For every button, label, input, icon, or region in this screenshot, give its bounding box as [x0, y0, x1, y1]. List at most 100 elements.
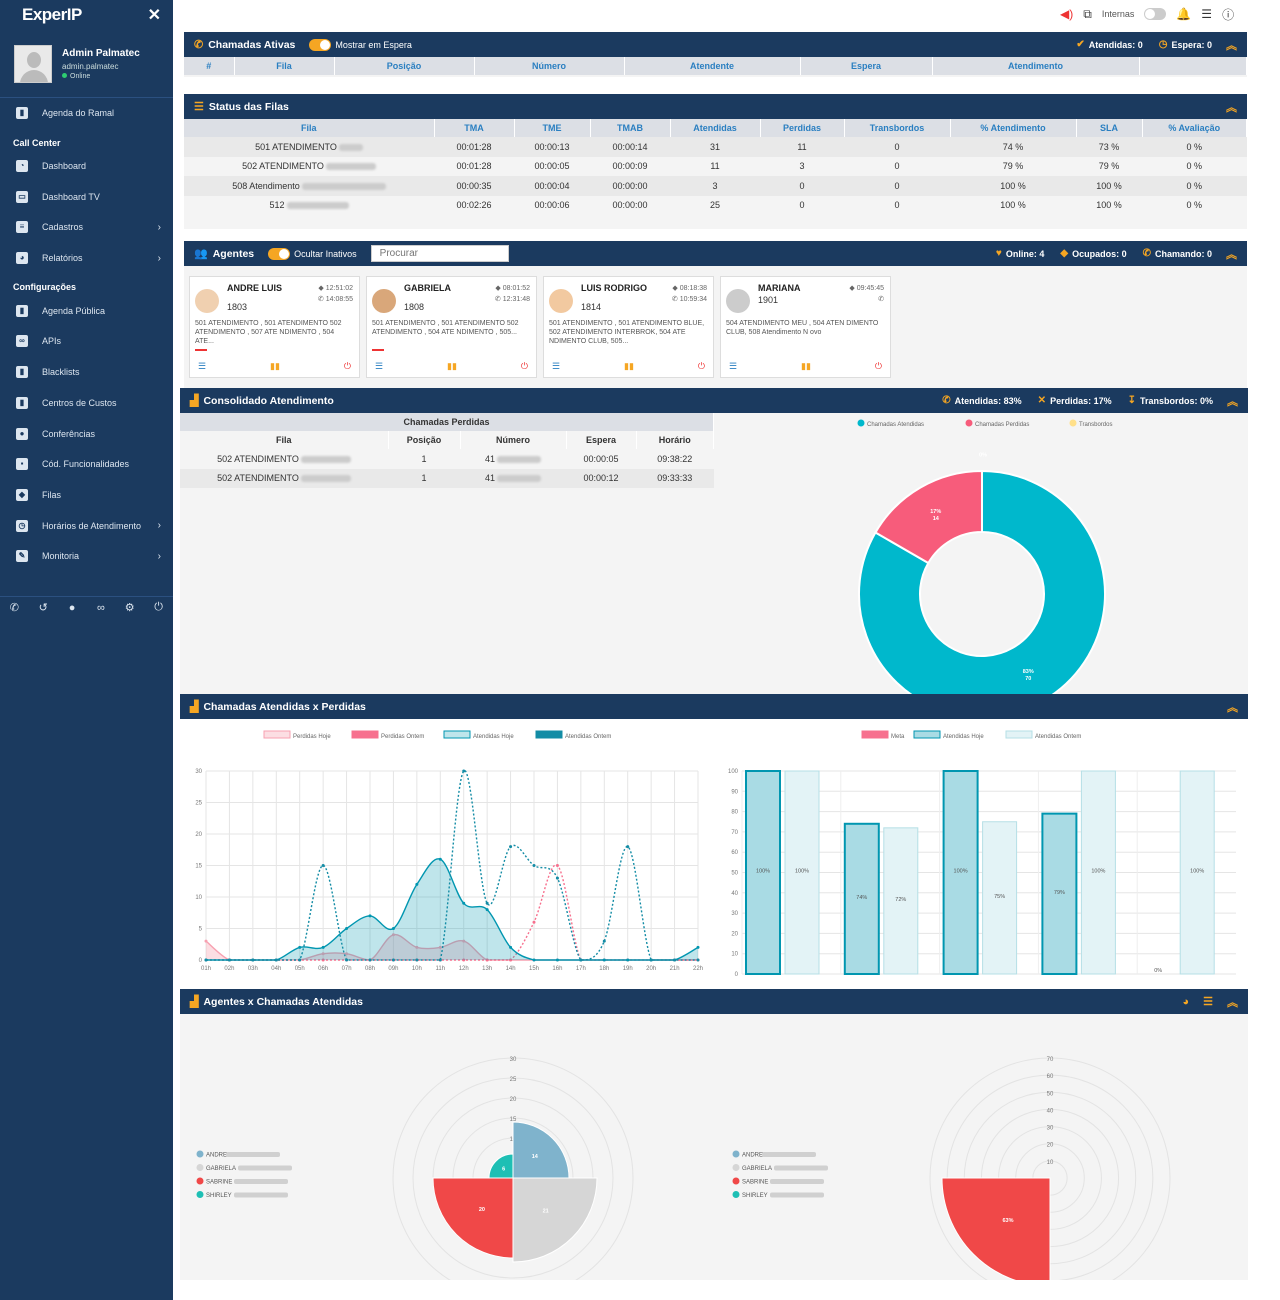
sidebar-item-cadastros[interactable]: ≡ Cadastros ›	[0, 212, 173, 243]
legend-label: Chamadas Perdidas	[975, 422, 1029, 428]
menu-icon[interactable]: ☰	[1201, 7, 1213, 21]
consolidado-body: Chamadas Perdidas Fila Posição Número Es…	[180, 413, 1248, 705]
collapse-icon[interactable]: ︽	[1227, 395, 1238, 408]
pie-chart-icon[interactable]: ◕	[1182, 995, 1190, 1008]
x-tick-label: 13h	[482, 966, 492, 972]
sidebar-item-monitoria[interactable]: ✎ Monitoria ›	[0, 541, 173, 572]
data-point	[415, 958, 419, 962]
voicemail-icon[interactable]: ∞	[96, 601, 105, 614]
sidebar-item-agenda-publica[interactable]: ▮ Agenda Pública	[0, 295, 173, 326]
sidebar-item-dashboard-tv[interactable]: ▭ Dashboard TV	[0, 181, 173, 212]
cell-numero: 41	[460, 468, 566, 488]
power-icon[interactable]: ⏻	[697, 361, 705, 371]
users-icon: ◆	[849, 285, 855, 292]
bar-list-icon[interactable]: ☰	[1203, 996, 1213, 1008]
bar-value-label: 100%	[795, 869, 809, 875]
agent-card[interactable]: MARIANA 1901 ◆ 09:45:45 ✆ 504 ATENDIMENTO …	[720, 276, 891, 378]
search-input[interactable]	[370, 245, 509, 262]
cell: 0	[844, 176, 950, 196]
power-icon[interactable]: ⏻	[343, 361, 351, 371]
legend-label: SABRINE	[206, 1180, 232, 1186]
sidebar-item-relatorios[interactable]: ◕ Relatórios ›	[0, 243, 173, 274]
redacted	[234, 1179, 288, 1184]
agent-login-time: 12:51:02	[325, 285, 353, 292]
bar-value-label: 74%	[856, 895, 867, 901]
power-icon[interactable]: ⏻	[154, 601, 163, 613]
pause-icon[interactable]: ▮▮	[801, 361, 811, 371]
table-row: 508 Atendimento 00:00:35 00:00:04 00:00:00…	[184, 176, 1247, 196]
collapse-icon[interactable]: ︽	[1227, 996, 1238, 1009]
redacted	[770, 1179, 824, 1184]
collapse-icon[interactable]: ︽	[1226, 39, 1237, 52]
ocultar-inativos-label: Ocultar Inativos	[294, 248, 357, 259]
pause-icon[interactable]: ▮▮	[447, 361, 457, 371]
chat-icon[interactable]: ●	[68, 601, 76, 614]
slice-label: 83%	[1023, 669, 1034, 675]
cell: 0	[760, 176, 844, 196]
sidebar-item-dashboard[interactable]: ◔ Dashboard	[0, 151, 173, 182]
sidebar-item-blacklists[interactable]: ▮ Blacklists	[0, 357, 173, 388]
list-icon[interactable]: ☰	[729, 361, 738, 371]
user-name: Admin Palmatec	[62, 47, 140, 59]
cell-text: 41	[484, 453, 495, 464]
help-icon[interactable]: ⓘ	[1222, 7, 1235, 22]
stat-perdidas-pct: ✕ Perdidas: 17%	[1038, 395, 1112, 406]
pause-icon[interactable]: ▮▮	[624, 361, 634, 371]
phone-icon[interactable]: ✆	[9, 602, 20, 614]
sidebar-item-conferencias[interactable]: ● Conferências	[0, 418, 173, 449]
x-tick-label: 17h	[576, 966, 586, 972]
agent-card[interactable]: LUIS RODRIGO 1814 ◆ 08:18:38 ✆ 10:59:34 50…	[543, 276, 714, 378]
chamadas-body: # Fila Posição Número Atendente Espera A…	[184, 57, 1247, 77]
power-icon[interactable]: ⏻	[520, 361, 528, 371]
clock-icon: ◷	[1158, 39, 1168, 50]
sidebar-item-centros[interactable]: ▮ Centros de Custos	[0, 388, 173, 419]
users-icon: 👥	[194, 248, 208, 260]
sidebar-item-filas[interactable]: ◆ Filas	[0, 480, 173, 511]
sidebar-item-cod-func[interactable]: ▪ Cód. Funcionalidades	[0, 449, 173, 480]
sidebar-item-apis[interactable]: ∞ APIs	[0, 326, 173, 357]
sidebar-item-agenda-ramal[interactable]: ▮ Agenda do Ramal	[0, 98, 173, 129]
bell-icon[interactable]: 🔔	[1176, 7, 1192, 21]
bar-value-label: 79%	[1054, 890, 1065, 896]
r-tick-label: 10	[1047, 1160, 1054, 1166]
perdidas-table-wrap: Chamadas Perdidas Fila Posição Número Es…	[180, 413, 714, 488]
agent-card[interactable]: GABRIELA 1808 ◆ 08:01:52 ✆ 12:31:48 501 AT…	[366, 276, 537, 378]
agents-list: ANDRE LUIS 1803 ◆ 12:51:02 ✆ 14:08:55 501 …	[184, 266, 1247, 388]
col-numero: Número	[474, 57, 625, 75]
power-icon[interactable]: ⏻	[874, 361, 882, 371]
gear-icon[interactable]: ⚙	[124, 602, 135, 614]
topbar: ◀) ⧉ Internas 🔔 ☰ ⓘ	[1060, 4, 1234, 24]
data-point	[391, 958, 395, 962]
stat-label: Transbordos: 0%	[1139, 395, 1213, 406]
list-icon[interactable]: ☰	[198, 361, 207, 371]
pause-icon[interactable]: ▮▮	[270, 361, 280, 371]
internas-toggle[interactable]	[1144, 8, 1167, 20]
col-tma: TMA	[434, 119, 515, 137]
mostrar-espera-toggle[interactable]	[309, 38, 332, 51]
speaker-icon[interactable]: ◀)	[1060, 7, 1074, 21]
collapse-icon[interactable]: ︽	[1226, 248, 1237, 261]
collapse-icon[interactable]: ︽	[1227, 701, 1238, 714]
agent-card[interactable]: ANDRE LUIS 1803 ◆ 12:51:02 ✆ 14:08:55 501 …	[189, 276, 360, 378]
ocultar-inativos-toggle[interactable]	[268, 247, 291, 260]
chevron-right-icon: ›	[157, 520, 161, 532]
bar	[1041, 812, 1078, 975]
cell: 00:00:05	[534, 161, 570, 172]
sidebar-item-label: Relatórios	[42, 253, 83, 264]
history-icon[interactable]: ↺	[38, 602, 48, 614]
collapse-icon[interactable]: ︽	[1226, 101, 1237, 114]
list-icon[interactable]: ☰	[552, 361, 561, 371]
x-tick-label: 22h	[693, 966, 703, 972]
list-icon[interactable]: ☰	[375, 361, 384, 371]
user-login: admin.palmatec	[62, 61, 119, 71]
cell-text: 502 ATENDIMENTO	[217, 473, 299, 484]
transfer-icon: ↧	[1127, 395, 1136, 406]
r-tick-label: 30	[510, 1057, 517, 1063]
agent-avatar	[372, 289, 396, 313]
close-icon[interactable]: ✕	[147, 7, 161, 24]
data-point	[509, 945, 513, 949]
sidebar-item-horarios[interactable]: ◷ Horários de Atendimento ›	[0, 510, 173, 541]
sidebar-item-label: Agenda Pública	[42, 305, 106, 316]
data-point	[649, 958, 653, 962]
chamadas-header: ✆ Chamadas Ativas Mostrar em Espera ✔ Ate…	[184, 32, 1247, 57]
